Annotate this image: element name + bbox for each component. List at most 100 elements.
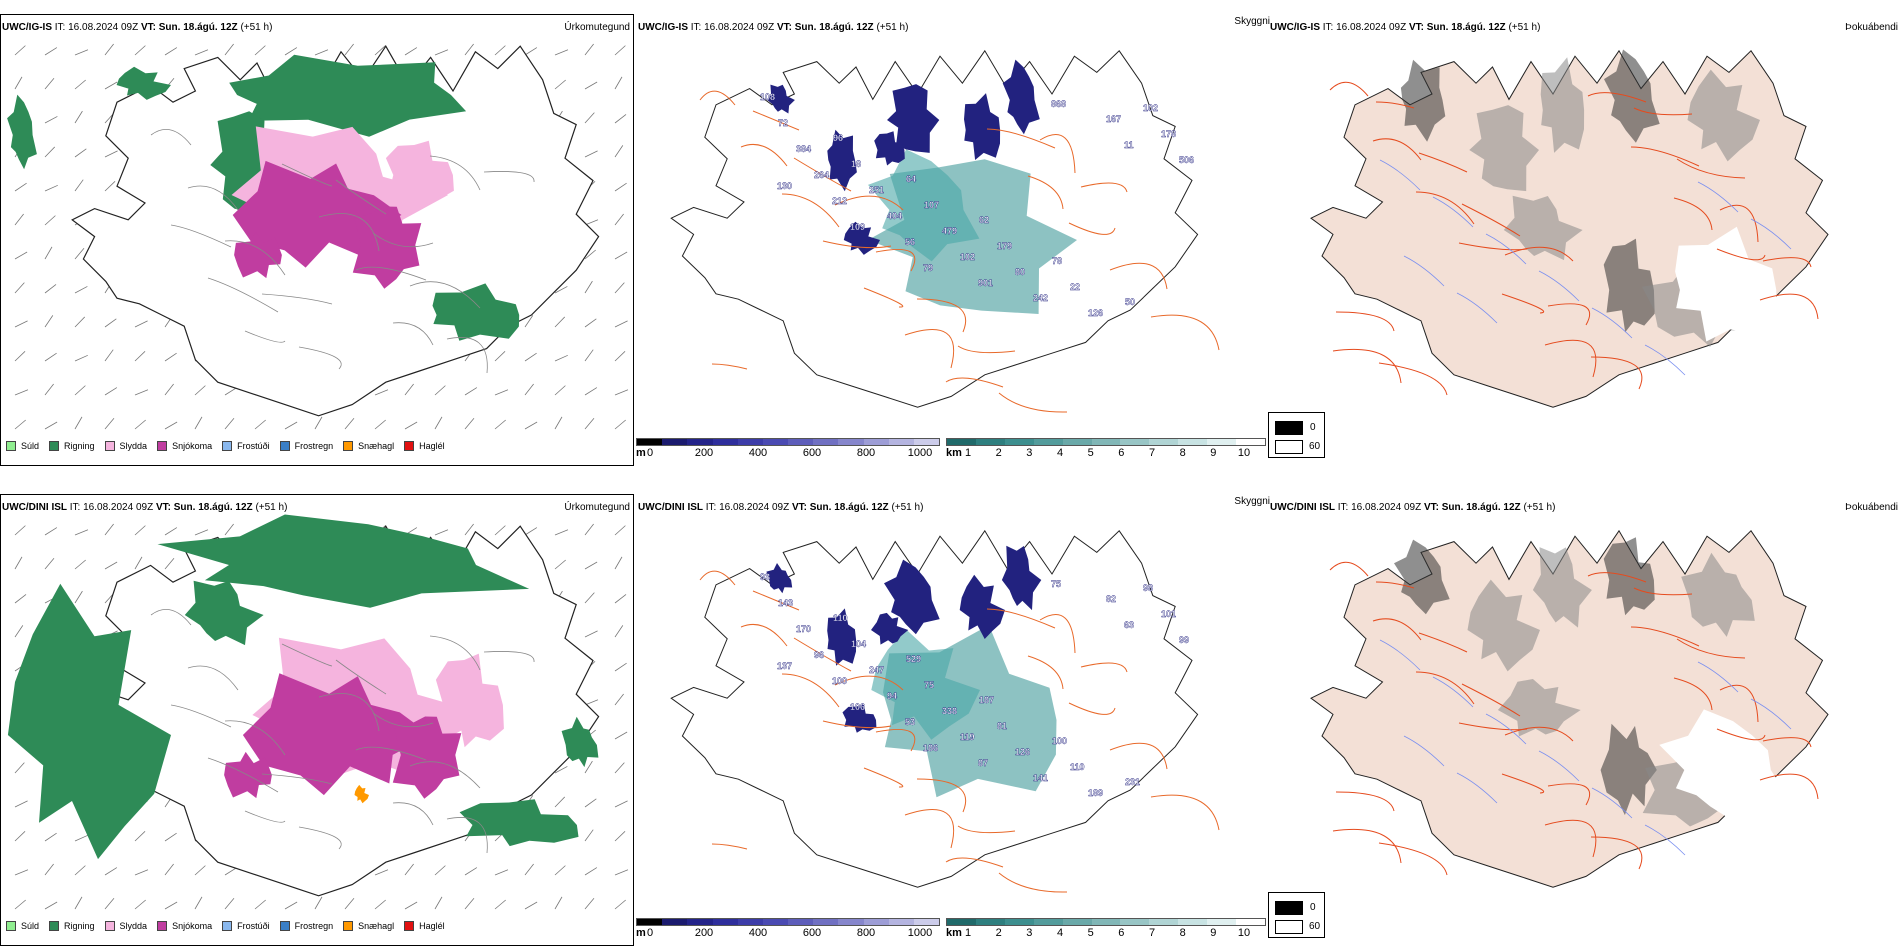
fog-panel-title: Þokuábendi xyxy=(1845,22,1898,33)
colorbar-segment xyxy=(662,439,688,445)
wind-barb xyxy=(104,387,118,396)
wind-barb xyxy=(554,316,566,328)
road xyxy=(998,392,1068,413)
fog-swatch-black xyxy=(1275,901,1303,915)
ceiling-label: 87 xyxy=(978,758,988,768)
wind-barb xyxy=(74,896,83,910)
fog-area xyxy=(1600,723,1657,816)
precip-legend-item: Frostúði xyxy=(222,921,270,931)
road xyxy=(1501,773,1545,794)
road xyxy=(1080,662,1128,673)
colorbar-segment xyxy=(1004,439,1034,445)
wind-barb xyxy=(104,81,118,90)
wind-barb xyxy=(134,320,148,328)
ceiling-label: 251 xyxy=(869,185,884,195)
wind-barb xyxy=(404,47,418,56)
cloud-map: 93 110 529 187 100 231 143 104 75 81 110 98 170 247 33… xyxy=(660,520,1230,900)
road xyxy=(1329,81,1369,97)
colorbar-tick: 2 xyxy=(995,927,1002,939)
row-1: UWC/IG-IS IT: 16.08.2024 09Z VT: Sun. 18… xyxy=(0,14,1898,466)
wind-barb xyxy=(464,43,474,56)
wind-barb xyxy=(614,869,629,876)
wind-barb xyxy=(44,146,56,158)
wind-barb xyxy=(404,421,418,430)
wind-barb xyxy=(134,419,146,430)
fog-title-line: UWC/IG-IS IT: 16.08.2024 09Z VT: Sun. 18… xyxy=(1270,22,1540,34)
road xyxy=(409,281,481,309)
road xyxy=(207,757,279,793)
wind-barb xyxy=(494,869,509,876)
road xyxy=(1375,581,1415,589)
low-ceiling-area xyxy=(767,84,795,114)
wind-barb xyxy=(164,383,174,396)
road xyxy=(1759,773,1819,800)
wind-barb xyxy=(14,525,26,536)
precip-legend-item: Súld xyxy=(6,921,39,931)
wind-barb xyxy=(584,249,596,260)
road xyxy=(170,704,232,728)
wind-barb xyxy=(44,832,57,842)
ceiling-label: 11 xyxy=(1124,140,1134,150)
road xyxy=(1150,314,1220,351)
wind-barb xyxy=(44,116,58,124)
wind-barb xyxy=(164,527,178,536)
river xyxy=(1485,233,1527,265)
legend-swatch xyxy=(222,441,233,451)
wind-barb xyxy=(164,901,178,910)
lead-time: (+51 h) xyxy=(240,22,273,33)
ceiling-label: 102 xyxy=(960,252,975,262)
wind-barb xyxy=(344,418,355,430)
colorbar-segment xyxy=(637,439,663,445)
roads xyxy=(150,608,535,854)
wind-barb xyxy=(44,383,54,396)
colorbar-segment xyxy=(947,439,976,445)
colorbar-segment xyxy=(788,439,814,445)
colorbar-segment xyxy=(1236,439,1265,445)
legend-swatch xyxy=(49,441,60,451)
wind-barb xyxy=(74,179,84,192)
roads xyxy=(150,128,535,374)
wind-barb xyxy=(254,899,266,910)
road xyxy=(986,608,1056,629)
wind-barb xyxy=(284,47,298,56)
it-value: 16.08.2024 09Z xyxy=(1336,22,1407,33)
road xyxy=(298,826,342,850)
legend-label: Snæhagl xyxy=(358,441,395,451)
wind-barb xyxy=(554,49,569,56)
legend-label: Slydda xyxy=(119,441,148,451)
glacier-area xyxy=(1659,709,1790,822)
precip-legend-item: Snjókoma xyxy=(157,921,212,931)
legend-label: Haglél xyxy=(419,921,445,931)
it-label: IT: xyxy=(1337,502,1349,513)
wind-barb xyxy=(374,869,389,876)
fog-value-white: 60 xyxy=(1309,921,1321,932)
road xyxy=(945,857,1004,868)
wind-barb xyxy=(14,594,27,604)
ceiling-label: 167 xyxy=(1106,114,1121,124)
wind-barb xyxy=(14,182,27,192)
ceiling-label: 53 xyxy=(905,717,915,727)
wind-barb xyxy=(44,863,54,876)
fog-area xyxy=(1467,579,1540,672)
ceiling-label: 56 xyxy=(905,237,915,247)
road xyxy=(781,193,840,228)
wind-barb xyxy=(194,49,209,56)
road xyxy=(261,293,333,305)
river xyxy=(1750,698,1792,730)
rain-area xyxy=(561,716,599,768)
colorbar-tick: 8 xyxy=(1179,927,1186,939)
low-ceiling-area xyxy=(1001,545,1042,611)
colorbar-tick: 200 xyxy=(694,927,714,939)
colorbar-segment xyxy=(1091,439,1121,445)
ceiling-label: 126 xyxy=(1015,747,1030,757)
wind-barb xyxy=(14,800,28,808)
wind-barb xyxy=(584,760,593,774)
river xyxy=(1379,639,1421,671)
model-name: UWC/IG-IS xyxy=(1270,22,1320,33)
low-ceiling-area xyxy=(959,574,1005,639)
vt-value: Sun. 18.ágú. 12Z xyxy=(1441,502,1521,513)
wind-barb xyxy=(584,898,595,910)
low-visibility-area xyxy=(868,149,980,262)
legend-swatch xyxy=(157,441,168,451)
ceiling-label: 231 xyxy=(1125,777,1140,787)
